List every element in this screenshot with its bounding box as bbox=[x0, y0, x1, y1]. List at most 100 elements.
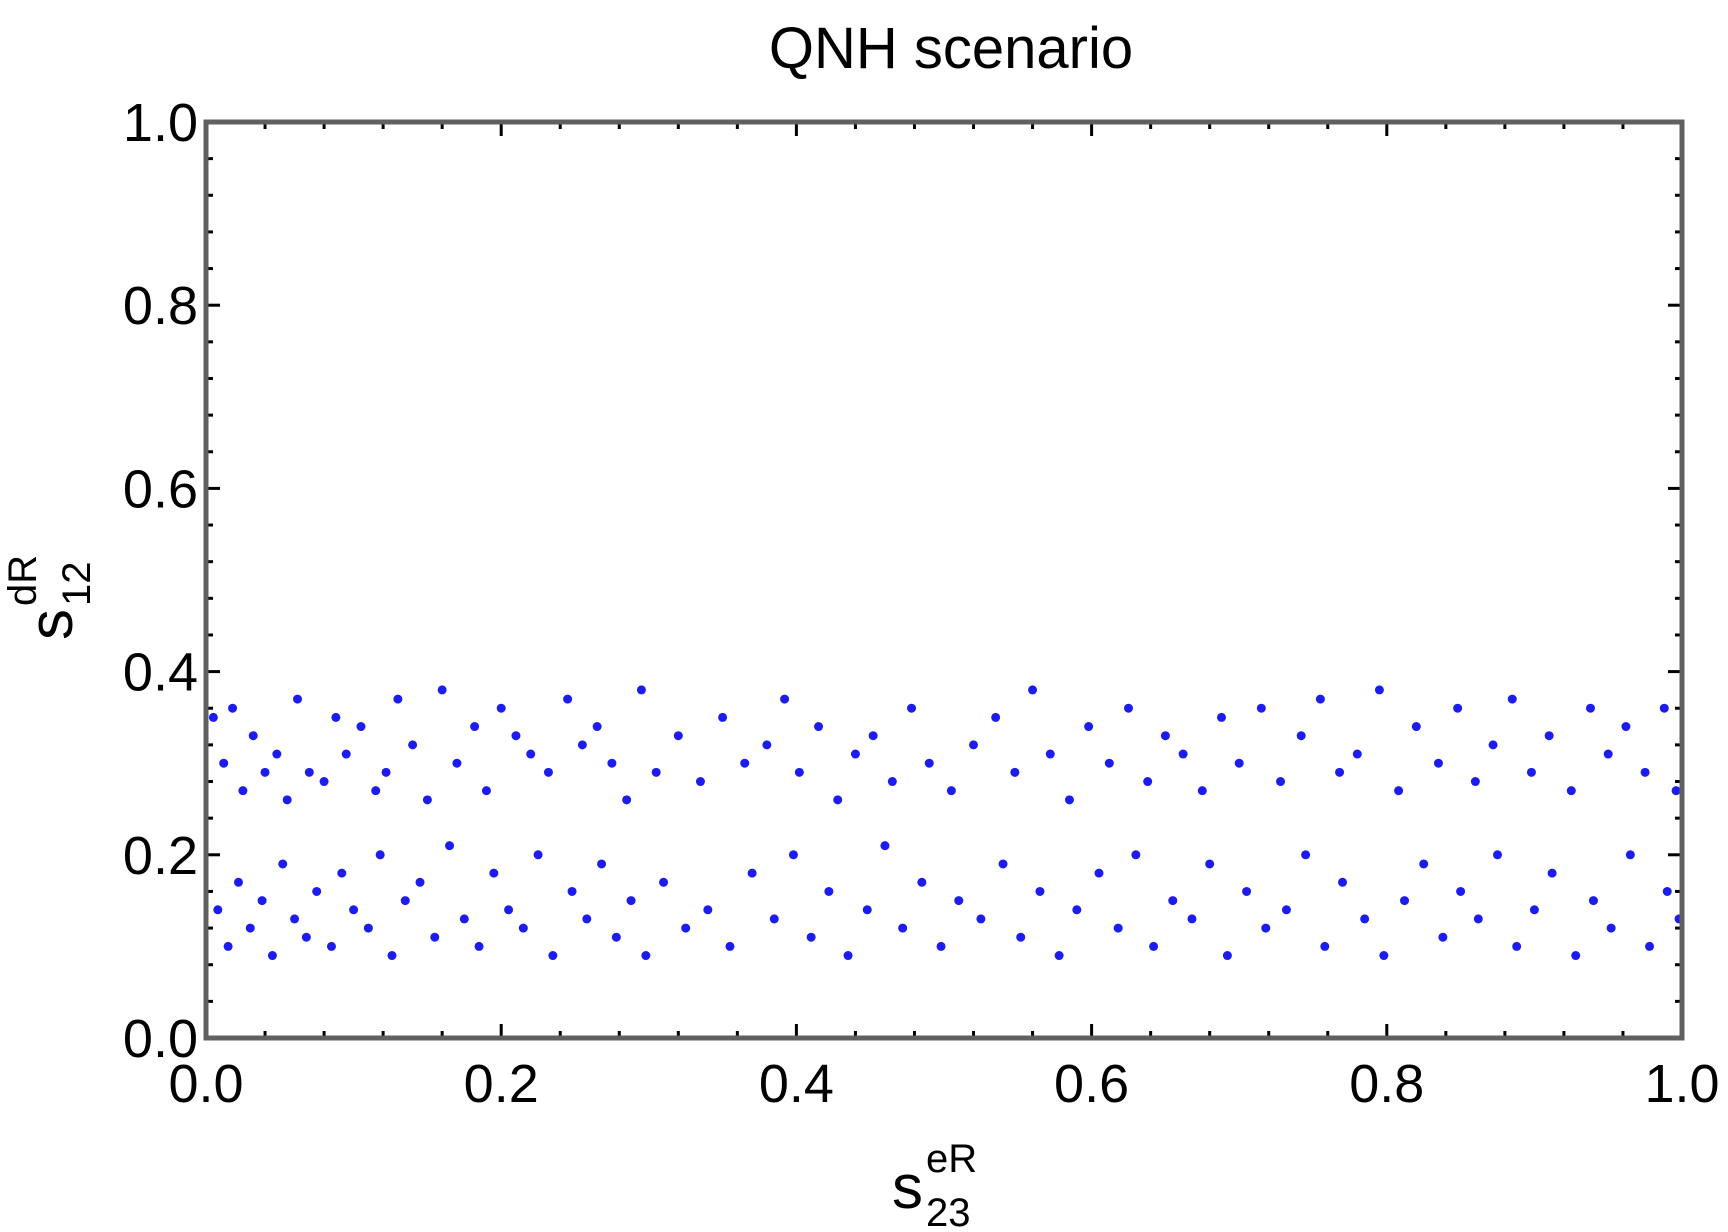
data-point bbox=[976, 914, 986, 924]
data-points bbox=[208, 685, 1684, 961]
data-point bbox=[260, 767, 270, 777]
data-point bbox=[814, 722, 824, 732]
data-point bbox=[880, 841, 890, 851]
x-tick-label: 0.8 bbox=[1349, 1054, 1424, 1114]
data-point bbox=[1662, 886, 1672, 896]
data-point bbox=[597, 859, 607, 869]
data-point bbox=[567, 886, 577, 896]
data-point bbox=[703, 905, 713, 915]
data-point bbox=[272, 749, 282, 759]
data-point bbox=[1571, 951, 1581, 961]
data-point bbox=[304, 767, 314, 777]
data-point bbox=[437, 685, 447, 695]
data-point bbox=[278, 859, 288, 869]
data-point bbox=[245, 923, 255, 933]
data-point bbox=[998, 859, 1008, 869]
data-point bbox=[1296, 731, 1306, 741]
data-point bbox=[408, 740, 418, 750]
data-point bbox=[954, 896, 964, 906]
data-point bbox=[1242, 886, 1252, 896]
data-point bbox=[833, 795, 843, 805]
data-point bbox=[290, 914, 300, 924]
data-point bbox=[548, 951, 558, 961]
data-point bbox=[331, 712, 341, 722]
data-point bbox=[1493, 850, 1502, 860]
data-point bbox=[1659, 703, 1669, 713]
data-point bbox=[1143, 777, 1153, 787]
data-point bbox=[208, 712, 218, 722]
data-point bbox=[917, 877, 927, 887]
data-point bbox=[659, 877, 669, 887]
data-point bbox=[422, 795, 432, 805]
data-point bbox=[1320, 941, 1330, 951]
data-point bbox=[1016, 932, 1026, 942]
data-point bbox=[1547, 868, 1557, 878]
data-point bbox=[481, 786, 491, 796]
x-tick-labels: 0.0 0.2 0.4 0.6 0.8 1.0 bbox=[168, 1054, 1719, 1114]
data-point bbox=[788, 850, 798, 860]
y-axis-label-sub: 12 bbox=[55, 562, 99, 607]
data-point bbox=[1113, 923, 1123, 933]
data-point bbox=[1160, 731, 1170, 741]
data-point bbox=[1433, 758, 1443, 768]
data-point bbox=[1205, 859, 1215, 869]
data-point bbox=[1256, 703, 1266, 713]
data-point bbox=[1606, 923, 1616, 933]
data-point bbox=[1168, 896, 1178, 906]
data-point bbox=[349, 905, 359, 915]
data-point bbox=[1419, 859, 1429, 869]
data-point bbox=[673, 731, 683, 741]
data-point bbox=[1438, 932, 1448, 942]
data-point bbox=[1124, 703, 1133, 713]
data-point bbox=[887, 777, 897, 787]
data-point bbox=[1507, 694, 1517, 704]
data-point bbox=[641, 951, 651, 961]
data-point bbox=[543, 767, 553, 777]
data-point bbox=[747, 868, 757, 878]
data-point bbox=[1394, 786, 1404, 796]
data-point bbox=[1453, 703, 1463, 713]
data-point bbox=[1512, 941, 1522, 951]
data-point bbox=[1261, 923, 1271, 933]
data-point bbox=[356, 722, 366, 732]
data-point bbox=[936, 941, 946, 951]
data-point bbox=[1625, 850, 1635, 860]
data-point bbox=[577, 740, 587, 750]
data-point bbox=[238, 786, 248, 796]
data-point bbox=[1621, 722, 1631, 732]
data-point bbox=[223, 941, 233, 951]
data-point bbox=[1360, 914, 1370, 924]
data-point bbox=[592, 722, 602, 732]
data-point bbox=[1216, 712, 1226, 722]
y-tick-label: 1.0 bbox=[123, 93, 198, 153]
data-point bbox=[862, 905, 872, 915]
data-point bbox=[1010, 767, 1020, 777]
x-axis-label-base: s bbox=[892, 1153, 923, 1222]
data-point bbox=[470, 722, 480, 732]
data-point bbox=[1603, 749, 1613, 759]
data-point bbox=[496, 703, 506, 713]
data-point bbox=[1149, 941, 1159, 951]
y-tick-label: 0.4 bbox=[123, 643, 198, 703]
data-point bbox=[489, 868, 499, 878]
data-point bbox=[1084, 722, 1094, 732]
data-point bbox=[582, 914, 592, 924]
data-point bbox=[474, 941, 484, 951]
data-point bbox=[257, 896, 267, 906]
data-point bbox=[991, 712, 1001, 722]
data-point bbox=[622, 795, 632, 805]
data-point bbox=[452, 758, 462, 768]
data-point bbox=[1276, 777, 1286, 787]
data-point bbox=[1094, 868, 1104, 878]
y-axis-label: s dR 12 bbox=[1, 555, 99, 640]
y-tick-label: 0.0 bbox=[123, 1009, 198, 1069]
data-point bbox=[1374, 685, 1384, 695]
data-point bbox=[636, 685, 646, 695]
x-tick-label: 0.6 bbox=[1054, 1054, 1129, 1114]
data-point bbox=[1072, 905, 1082, 915]
data-point bbox=[511, 731, 521, 741]
data-point bbox=[681, 923, 691, 933]
data-point bbox=[695, 777, 705, 787]
x-tick-label: 0.4 bbox=[759, 1054, 834, 1114]
data-point bbox=[1178, 749, 1188, 759]
